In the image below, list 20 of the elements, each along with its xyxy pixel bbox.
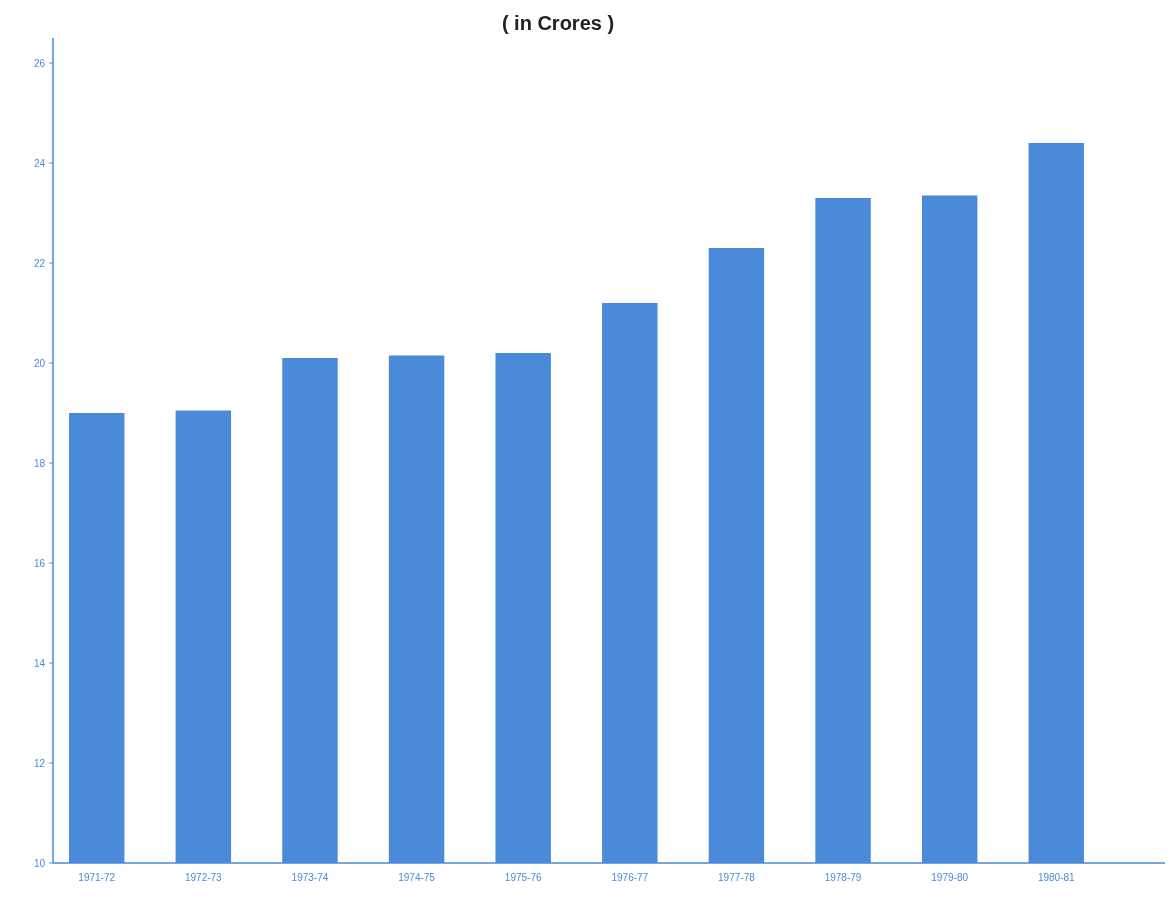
- x-tick-label: 1971-72: [78, 872, 116, 883]
- x-tick-label: 1978-79: [824, 872, 862, 883]
- x-tick-label: 1975-76: [504, 872, 542, 883]
- y-tick-label: 12: [33, 757, 46, 769]
- chart-title: ( in Crores ): [501, 12, 615, 34]
- x-tick-label: 1972-73: [184, 872, 223, 883]
- y-tick-label: 26: [33, 57, 46, 69]
- x-tick-label: 1979-80: [931, 872, 969, 883]
- x-tick-label: 1973-74: [291, 872, 329, 883]
- y-tick-label: 24: [33, 157, 46, 169]
- x-tick-label: 1977-78: [718, 872, 756, 883]
- x-tick-label: 1980-81: [1037, 872, 1076, 883]
- x-tick-label: 1974-75: [398, 872, 436, 883]
- y-tick-label: 22: [33, 257, 46, 269]
- y-tick-label: 20: [33, 357, 46, 369]
- x-tick-label: 1976-77: [611, 872, 649, 883]
- y-tick-label: 10: [33, 857, 46, 869]
- y-tick-label: 18: [33, 457, 46, 469]
- y-tick-label: 14: [33, 657, 46, 669]
- y-tick-label: 16: [33, 557, 46, 569]
